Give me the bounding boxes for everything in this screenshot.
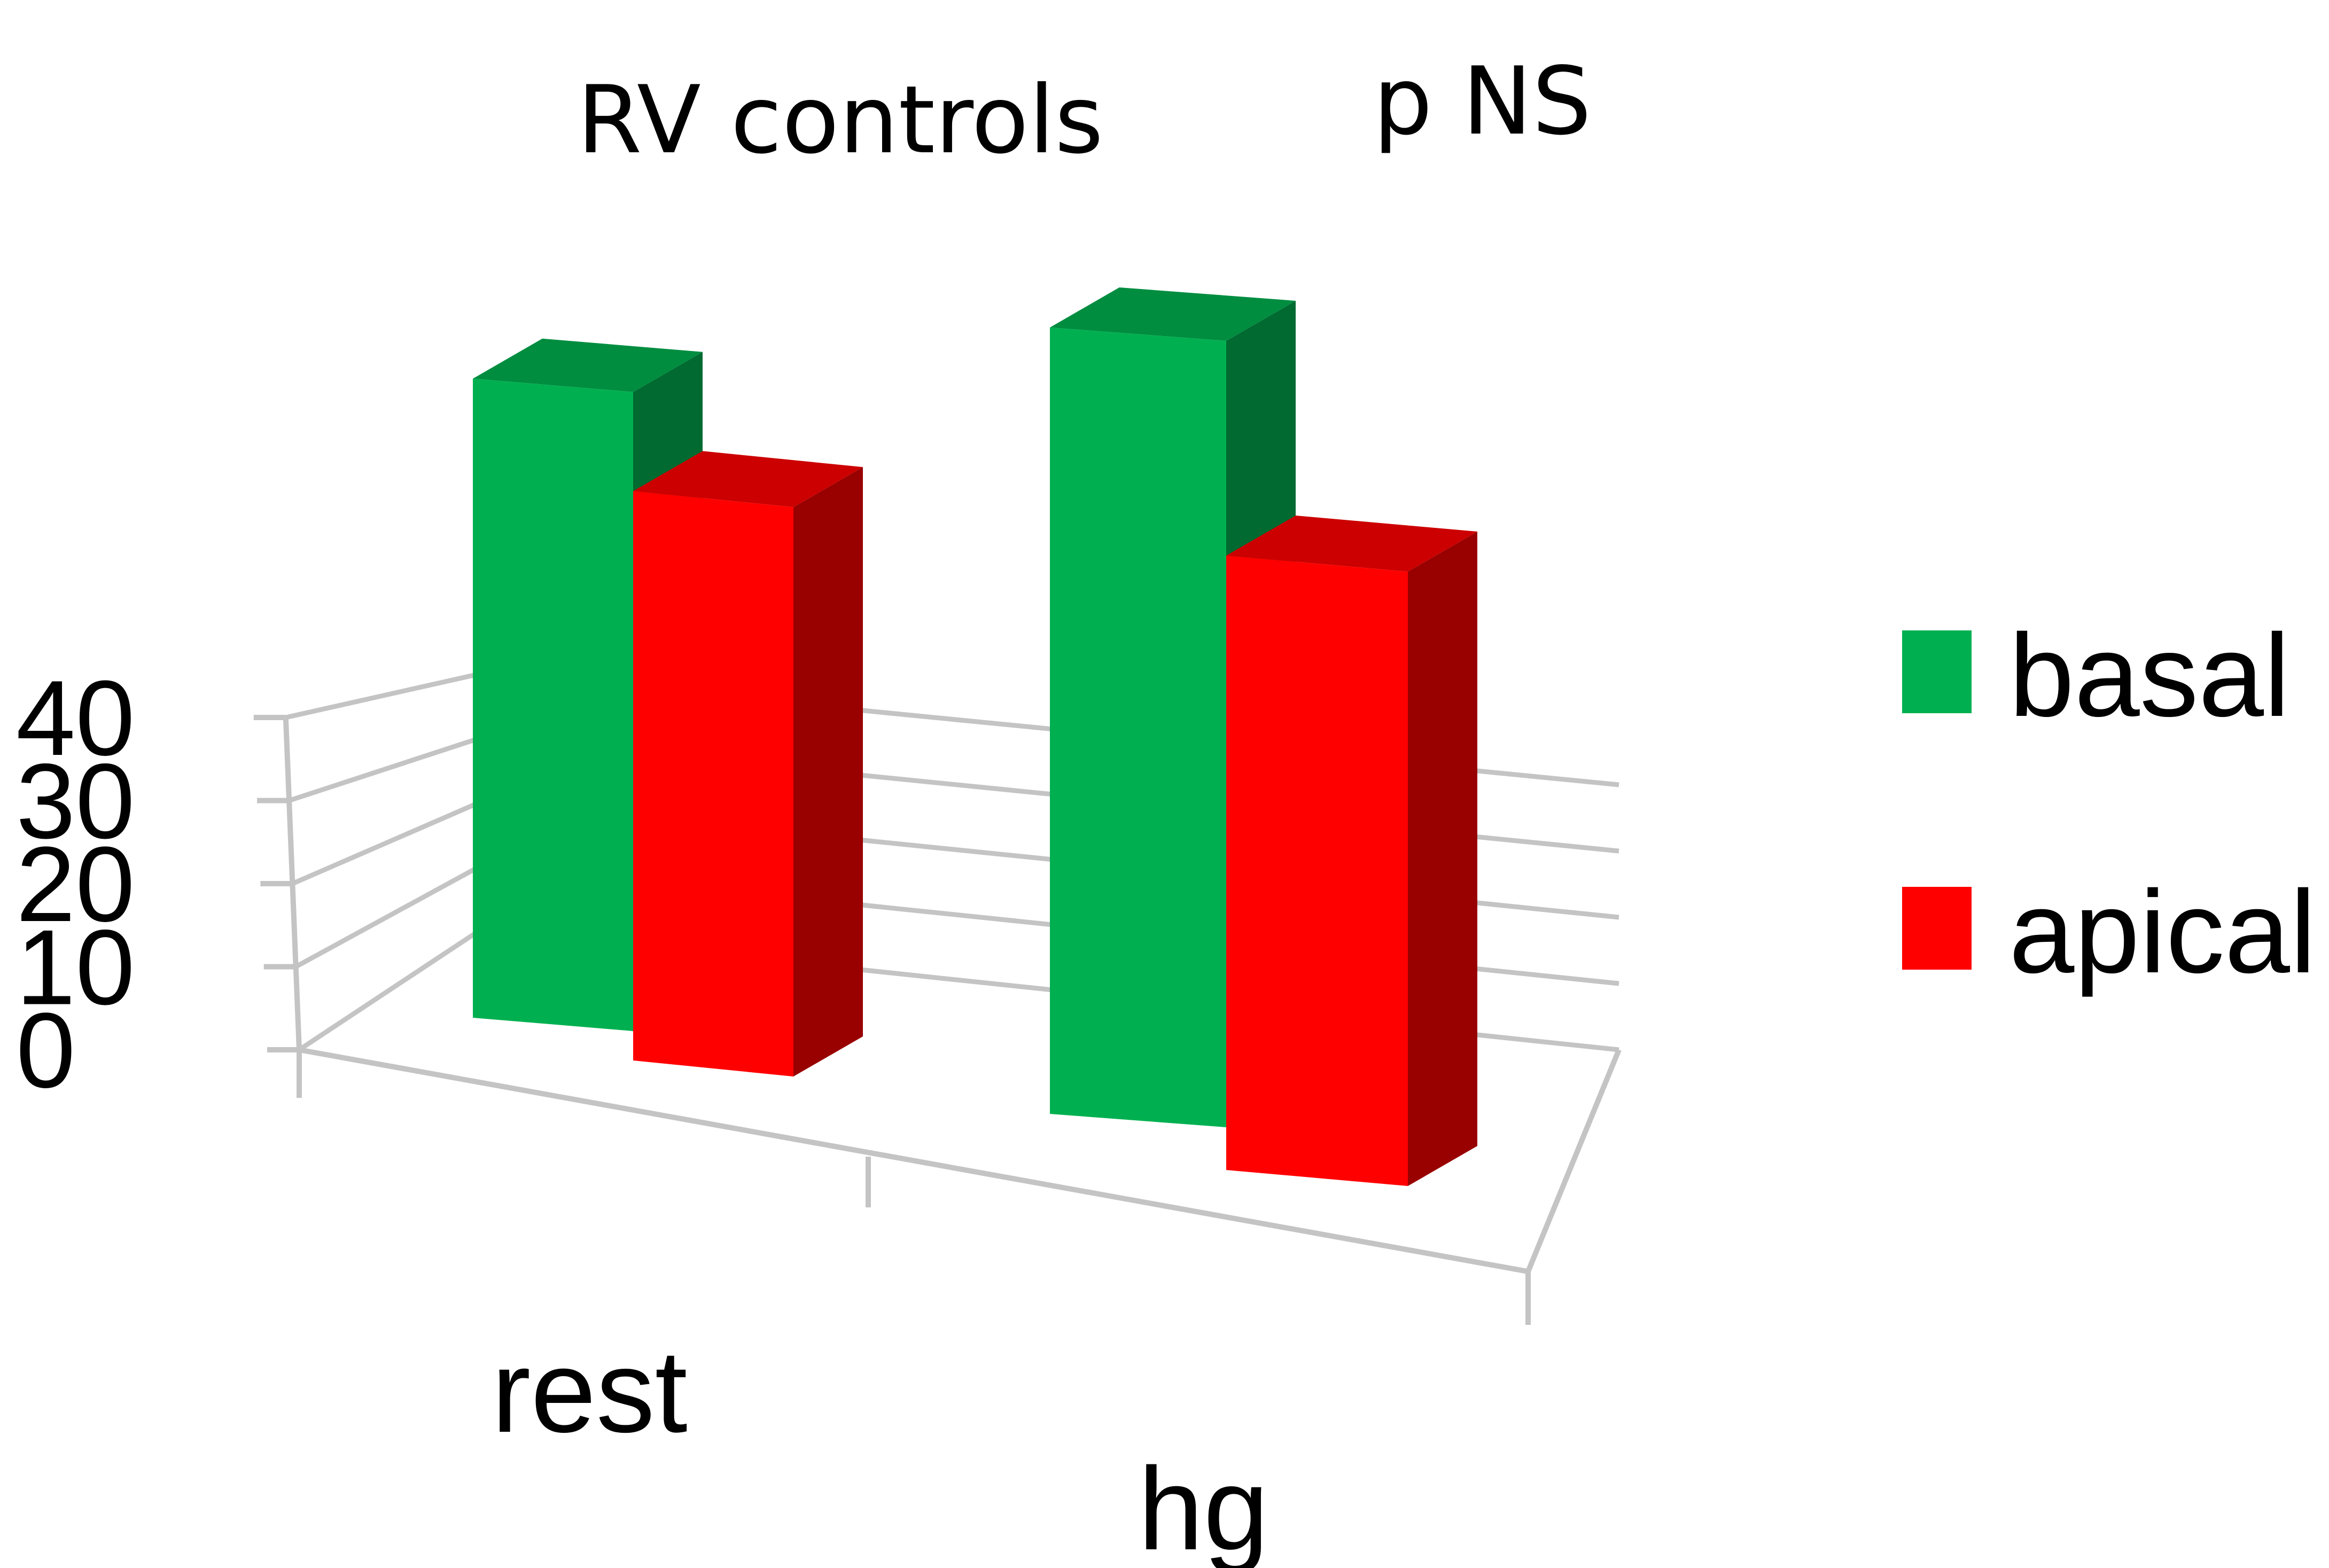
x-category-label-rest: rest	[492, 1325, 688, 1457]
chart-title: RV controls	[577, 66, 1103, 175]
bar-side-apical-hg	[1408, 532, 1477, 1186]
legend: basal apical	[1902, 610, 2316, 997]
bar-front-apical-hg	[1226, 556, 1408, 1186]
significance-annotation: p NS	[1373, 48, 1592, 156]
bar-top-basal-rest	[473, 338, 703, 392]
bar-top-apical-rest	[633, 451, 863, 508]
bar-apical-rest	[633, 451, 863, 1076]
bar-front-basal-hg	[1050, 327, 1226, 1127]
bar-apical-hg	[1226, 516, 1477, 1186]
y-axis-line	[283, 717, 302, 1050]
bar-front-basal-rest	[473, 378, 633, 1031]
y-tick-label-10: 10	[16, 908, 135, 1027]
bar-side-apical-rest	[793, 467, 863, 1076]
y-tick-label-0: 0	[16, 991, 75, 1110]
x-category-labels: rest hg	[492, 1325, 1269, 1568]
legend-label-basal: basal	[2009, 610, 2290, 741]
bar-top-basal-hg	[1050, 287, 1296, 341]
axis-layer	[253, 715, 1622, 1325]
legend-swatch-basal	[1902, 630, 1972, 713]
x-category-label-hg: hg	[1138, 1443, 1269, 1568]
y-tick-label-20: 20	[16, 825, 135, 944]
bar-front-apical-rest	[633, 491, 793, 1076]
bar-layer	[473, 287, 1477, 1186]
legend-swatch-apical	[1902, 887, 1972, 970]
y-tick-label-40: 40	[16, 659, 135, 778]
y-tick-label-30: 30	[16, 742, 135, 861]
bar-top-apical-hg	[1226, 516, 1477, 572]
legend-label-apical: apical	[2009, 866, 2316, 997]
